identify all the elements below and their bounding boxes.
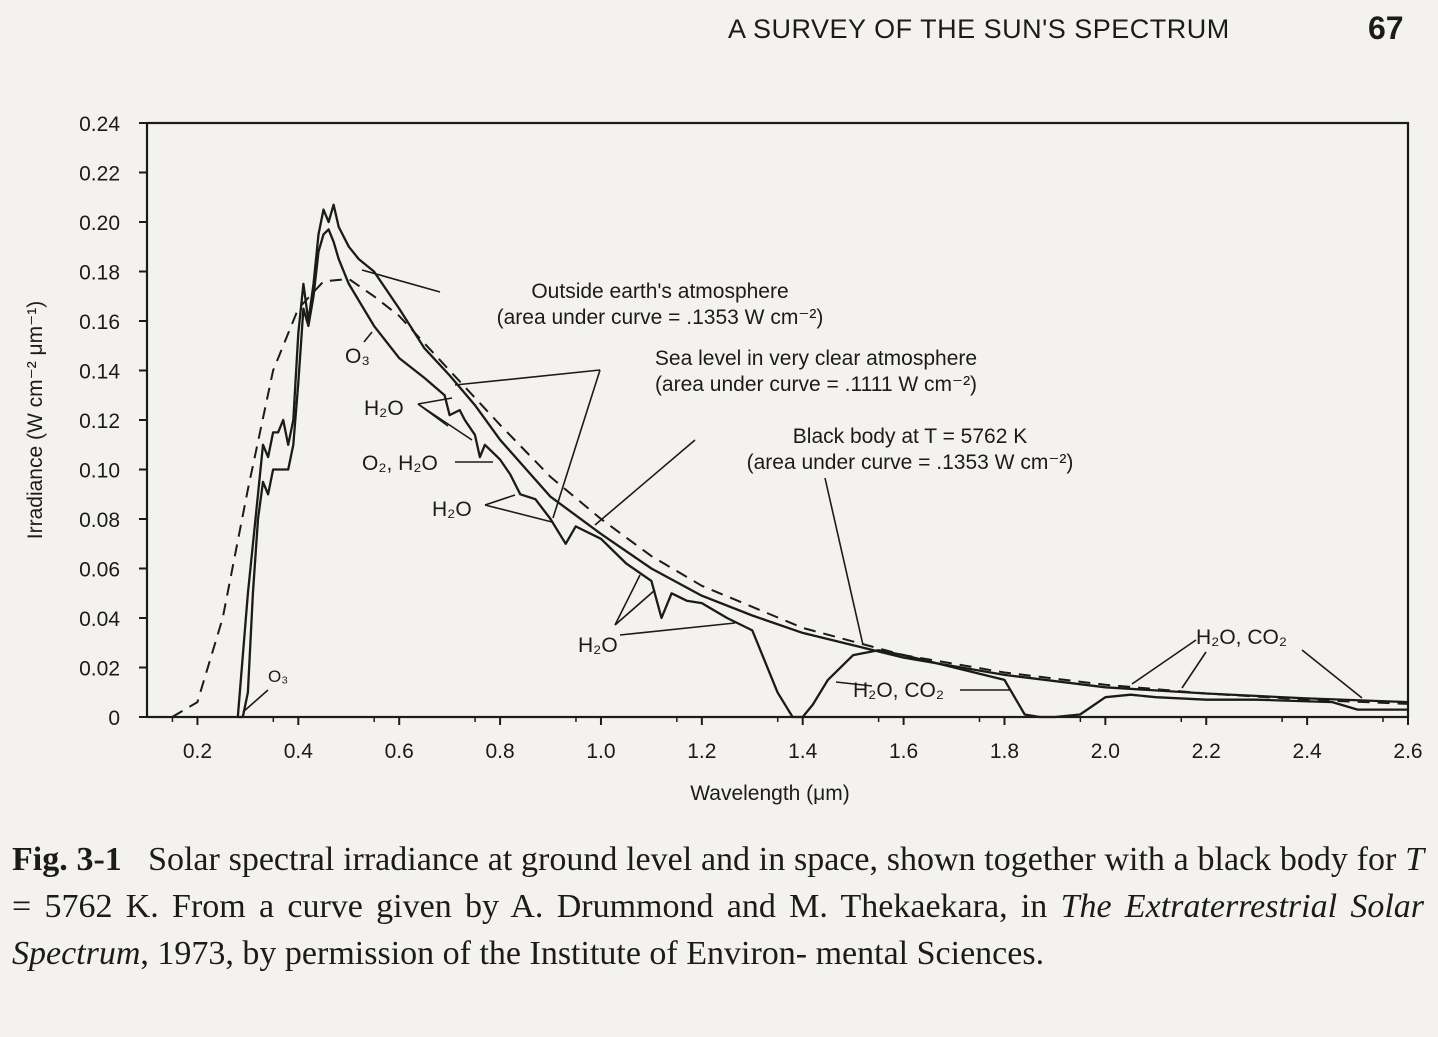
sea-level-curve — [237, 228, 1408, 719]
annotation-o3-a: O₃ — [345, 345, 370, 368]
y-tick-label: 0.14 — [79, 361, 120, 384]
annotation-leader-line — [614, 589, 656, 626]
annotation-sea: (area under curve = .1111 W cm⁻²) — [655, 373, 977, 396]
annotation-leader-line — [619, 622, 736, 636]
y-tick-label: 0.20 — [79, 212, 120, 235]
outside-curve — [236, 203, 1409, 718]
y-tick-label: 0.22 — [79, 163, 120, 186]
y-tick-label: 0.12 — [79, 410, 120, 433]
running-head: A SURVEY OF THE SUN'S SPECTRUM — [728, 14, 1230, 44]
y-tick-label: 0 — [108, 707, 120, 730]
x-tick-label: 2.4 — [1293, 740, 1323, 763]
page-number: 67 — [1368, 10, 1404, 46]
x-tick-label: 1.6 — [889, 740, 918, 763]
annotation-h2o-2: H₂O — [432, 498, 472, 521]
x-tick-label: 1.2 — [687, 740, 716, 763]
annotation-bb: Black body at T = 5762 K — [793, 425, 1027, 448]
annotation-leader-line — [1181, 651, 1207, 689]
x-tick-label: 0.2 — [183, 740, 212, 763]
x-tick-label: 1.4 — [788, 740, 818, 763]
annotation-h2o-3: H₂O — [578, 634, 618, 657]
x-tick-label: 1.8 — [990, 740, 1019, 763]
x-tick-label: 0.4 — [284, 740, 314, 763]
y-tick-label: 0.24 — [79, 113, 120, 136]
annotation-leader-line — [484, 494, 516, 506]
caption-line-1: Solar spectral irradiance at ground leve… — [148, 841, 1189, 878]
annotation-leader-line — [361, 269, 441, 293]
annotation-h2oco2-1: H₂O, CO₂ — [853, 679, 944, 702]
annotation-leader-line — [242, 689, 269, 713]
y-tick-label: 0.02 — [79, 658, 120, 681]
annotation-leader-line — [454, 369, 601, 386]
caption-line-2-pre: black body for — [1197, 841, 1397, 878]
y-tick-label: 0.16 — [79, 311, 120, 334]
annotation-leader-line — [484, 504, 553, 523]
caption-variable-t: T — [1405, 841, 1425, 878]
annotation-h2oco2-2: H₂O, CO₂ — [1196, 626, 1287, 649]
caption-line-3-pre: in — [1020, 888, 1048, 925]
x-tick-label: 1.0 — [586, 740, 615, 763]
annotation-outside: Outside earth's atmosphere — [531, 280, 788, 303]
figure-caption: Fig. 3-1 Solar spectral irradiance at gr… — [12, 836, 1424, 977]
annotation-sea: Sea level in very clear atmosphere — [655, 347, 977, 370]
caption-line-4: mental Sciences. — [815, 935, 1045, 972]
annotation-h2o-1: H₂O — [364, 397, 404, 420]
x-tick-label: 0.6 — [385, 740, 414, 763]
y-tick-label: 0.18 — [79, 262, 120, 285]
y-tick-label: 0.10 — [79, 460, 120, 483]
annotation-leader-line — [552, 369, 601, 519]
y-tick-label: 0.04 — [79, 608, 120, 631]
caption-line-3-post: , 1973, by permission of the Institute o… — [140, 935, 808, 972]
x-tick-label: 2.2 — [1192, 740, 1221, 763]
caption-book-title: The Extraterrestrial Solar Spectrum — [12, 888, 1424, 972]
annotation-bb: (area under curve = .1353 W cm⁻²) — [747, 451, 1074, 474]
annotation-leader-line — [363, 331, 373, 343]
black-body-curve — [171, 277, 1409, 718]
x-tick-label: 2.0 — [1091, 740, 1120, 763]
y-tick-label: 0.06 — [79, 559, 120, 582]
annotation-o3-b: O₃ — [268, 667, 288, 686]
y-tick-label: 0.08 — [79, 509, 120, 532]
x-tick-label: 0.8 — [485, 740, 514, 763]
annotation-leader-line — [835, 681, 873, 687]
annotation-leader-line — [824, 477, 864, 646]
annotation-leader-line — [614, 574, 641, 626]
annotation-leader-line — [1131, 639, 1197, 685]
annotation-leader-line — [417, 397, 453, 405]
x-tick-label: 2.6 — [1393, 740, 1422, 763]
y-axis-label: Irradiance (W cm⁻² μm⁻¹) — [24, 301, 47, 539]
caption-line-2-post: = 5762 K. From a curve given by A. Drumm… — [12, 888, 1008, 925]
annotation-leader-line — [417, 403, 473, 441]
annotation-o2h2o: O₂, H₂O — [362, 452, 438, 475]
annotation-leader-line — [594, 439, 696, 526]
solar-spectrum-chart: 0.2 0.4 0.6 0.8 1.0 1.2 1.4 1.6 1.8 2.0 2.2 2.4 2.6 0… — [24, 113, 1423, 805]
figure-label: Fig. 3-1 — [12, 841, 122, 878]
x-axis-label: Wavelength (μm) — [690, 782, 850, 805]
annotation-leader-line — [1301, 649, 1363, 699]
annotation-outside: (area under curve = .1353 W cm⁻²) — [497, 306, 824, 329]
